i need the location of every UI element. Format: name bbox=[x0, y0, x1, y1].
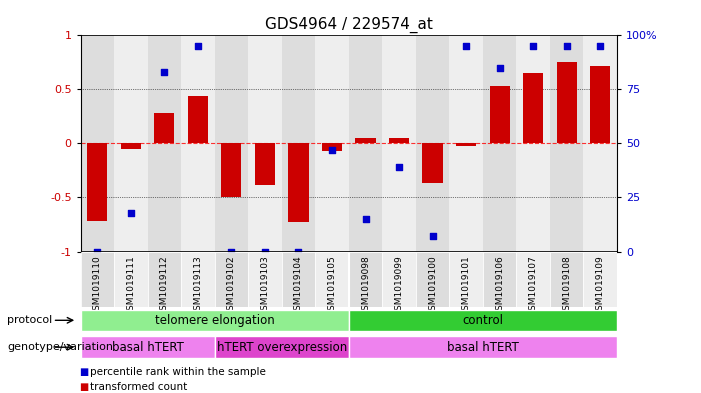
Bar bbox=[590, 66, 610, 143]
Bar bbox=[416, 35, 449, 252]
Bar bbox=[121, 143, 141, 149]
Text: transformed count: transformed count bbox=[90, 382, 187, 392]
Bar bbox=[288, 143, 308, 222]
Text: hTERT overexpression: hTERT overexpression bbox=[217, 341, 347, 354]
Point bbox=[293, 248, 304, 255]
Bar bbox=[315, 252, 349, 307]
Bar bbox=[88, 143, 107, 221]
Bar bbox=[382, 252, 416, 307]
Text: GSM1019103: GSM1019103 bbox=[261, 255, 269, 316]
Text: GSM1019102: GSM1019102 bbox=[227, 255, 236, 316]
Bar bbox=[215, 336, 349, 358]
Bar bbox=[248, 35, 282, 252]
Bar bbox=[154, 113, 175, 143]
Bar bbox=[255, 143, 275, 184]
Bar bbox=[550, 35, 583, 252]
Text: GSM1019112: GSM1019112 bbox=[160, 255, 169, 316]
Text: control: control bbox=[463, 314, 503, 327]
Text: basal hTERT: basal hTERT bbox=[447, 341, 519, 354]
Bar bbox=[222, 143, 241, 197]
Text: ■: ■ bbox=[79, 382, 89, 392]
Title: GDS4964 / 229574_at: GDS4964 / 229574_at bbox=[265, 17, 433, 33]
Point bbox=[159, 69, 170, 75]
Bar bbox=[114, 35, 148, 252]
Bar bbox=[389, 138, 409, 143]
Bar bbox=[349, 310, 617, 331]
Bar bbox=[315, 35, 349, 252]
Text: percentile rank within the sample: percentile rank within the sample bbox=[90, 367, 266, 377]
Text: genotype/variation: genotype/variation bbox=[7, 342, 113, 352]
Text: GSM1019107: GSM1019107 bbox=[529, 255, 538, 316]
Bar bbox=[114, 252, 148, 307]
Text: GSM1019098: GSM1019098 bbox=[361, 255, 370, 316]
Text: GSM1019101: GSM1019101 bbox=[461, 255, 470, 316]
Point bbox=[527, 43, 538, 49]
Bar bbox=[449, 252, 483, 307]
Bar bbox=[148, 252, 181, 307]
Bar bbox=[188, 96, 208, 143]
Bar bbox=[248, 252, 282, 307]
Text: GSM1019105: GSM1019105 bbox=[327, 255, 336, 316]
Bar bbox=[550, 252, 583, 307]
Bar bbox=[215, 252, 248, 307]
Bar bbox=[523, 73, 543, 143]
Bar bbox=[583, 252, 617, 307]
Text: telomere elongation: telomere elongation bbox=[155, 314, 275, 327]
Bar bbox=[81, 252, 114, 307]
Bar bbox=[322, 143, 342, 151]
Point bbox=[594, 43, 606, 49]
Bar bbox=[517, 252, 550, 307]
Point bbox=[494, 64, 505, 71]
Bar bbox=[282, 35, 315, 252]
Point bbox=[393, 164, 404, 171]
Bar bbox=[483, 35, 517, 252]
Text: basal hTERT: basal hTERT bbox=[111, 341, 184, 354]
Bar bbox=[456, 143, 476, 145]
Bar bbox=[423, 143, 442, 184]
Bar bbox=[416, 252, 449, 307]
Point bbox=[259, 248, 271, 255]
Bar bbox=[181, 35, 215, 252]
Bar bbox=[81, 35, 114, 252]
Point bbox=[327, 147, 338, 153]
Text: GSM1019108: GSM1019108 bbox=[562, 255, 571, 316]
Point bbox=[461, 43, 472, 49]
Point bbox=[125, 209, 137, 216]
Text: GSM1019110: GSM1019110 bbox=[93, 255, 102, 316]
Point bbox=[192, 43, 203, 49]
Text: GSM1019106: GSM1019106 bbox=[495, 255, 504, 316]
Text: GSM1019104: GSM1019104 bbox=[294, 255, 303, 316]
Bar bbox=[489, 86, 510, 143]
Text: protocol: protocol bbox=[7, 315, 53, 325]
Text: GSM1019111: GSM1019111 bbox=[126, 255, 135, 316]
Text: GSM1019109: GSM1019109 bbox=[596, 255, 605, 316]
Point bbox=[427, 233, 438, 239]
Bar bbox=[382, 35, 416, 252]
Bar bbox=[181, 252, 215, 307]
Point bbox=[92, 248, 103, 255]
Text: GSM1019113: GSM1019113 bbox=[193, 255, 203, 316]
Bar bbox=[282, 252, 315, 307]
Text: ■: ■ bbox=[79, 367, 89, 377]
Bar bbox=[349, 252, 382, 307]
Text: GSM1019099: GSM1019099 bbox=[395, 255, 404, 316]
Bar bbox=[355, 138, 376, 143]
Point bbox=[360, 216, 371, 222]
Bar bbox=[449, 35, 483, 252]
Bar bbox=[81, 336, 215, 358]
Text: GSM1019100: GSM1019100 bbox=[428, 255, 437, 316]
Bar bbox=[483, 252, 517, 307]
Point bbox=[226, 248, 237, 255]
Bar bbox=[517, 35, 550, 252]
Bar bbox=[349, 35, 382, 252]
Bar bbox=[557, 62, 577, 143]
Bar bbox=[215, 35, 248, 252]
Bar bbox=[81, 310, 349, 331]
Bar bbox=[583, 35, 617, 252]
Point bbox=[561, 43, 572, 49]
Bar bbox=[148, 35, 181, 252]
Bar bbox=[349, 336, 617, 358]
